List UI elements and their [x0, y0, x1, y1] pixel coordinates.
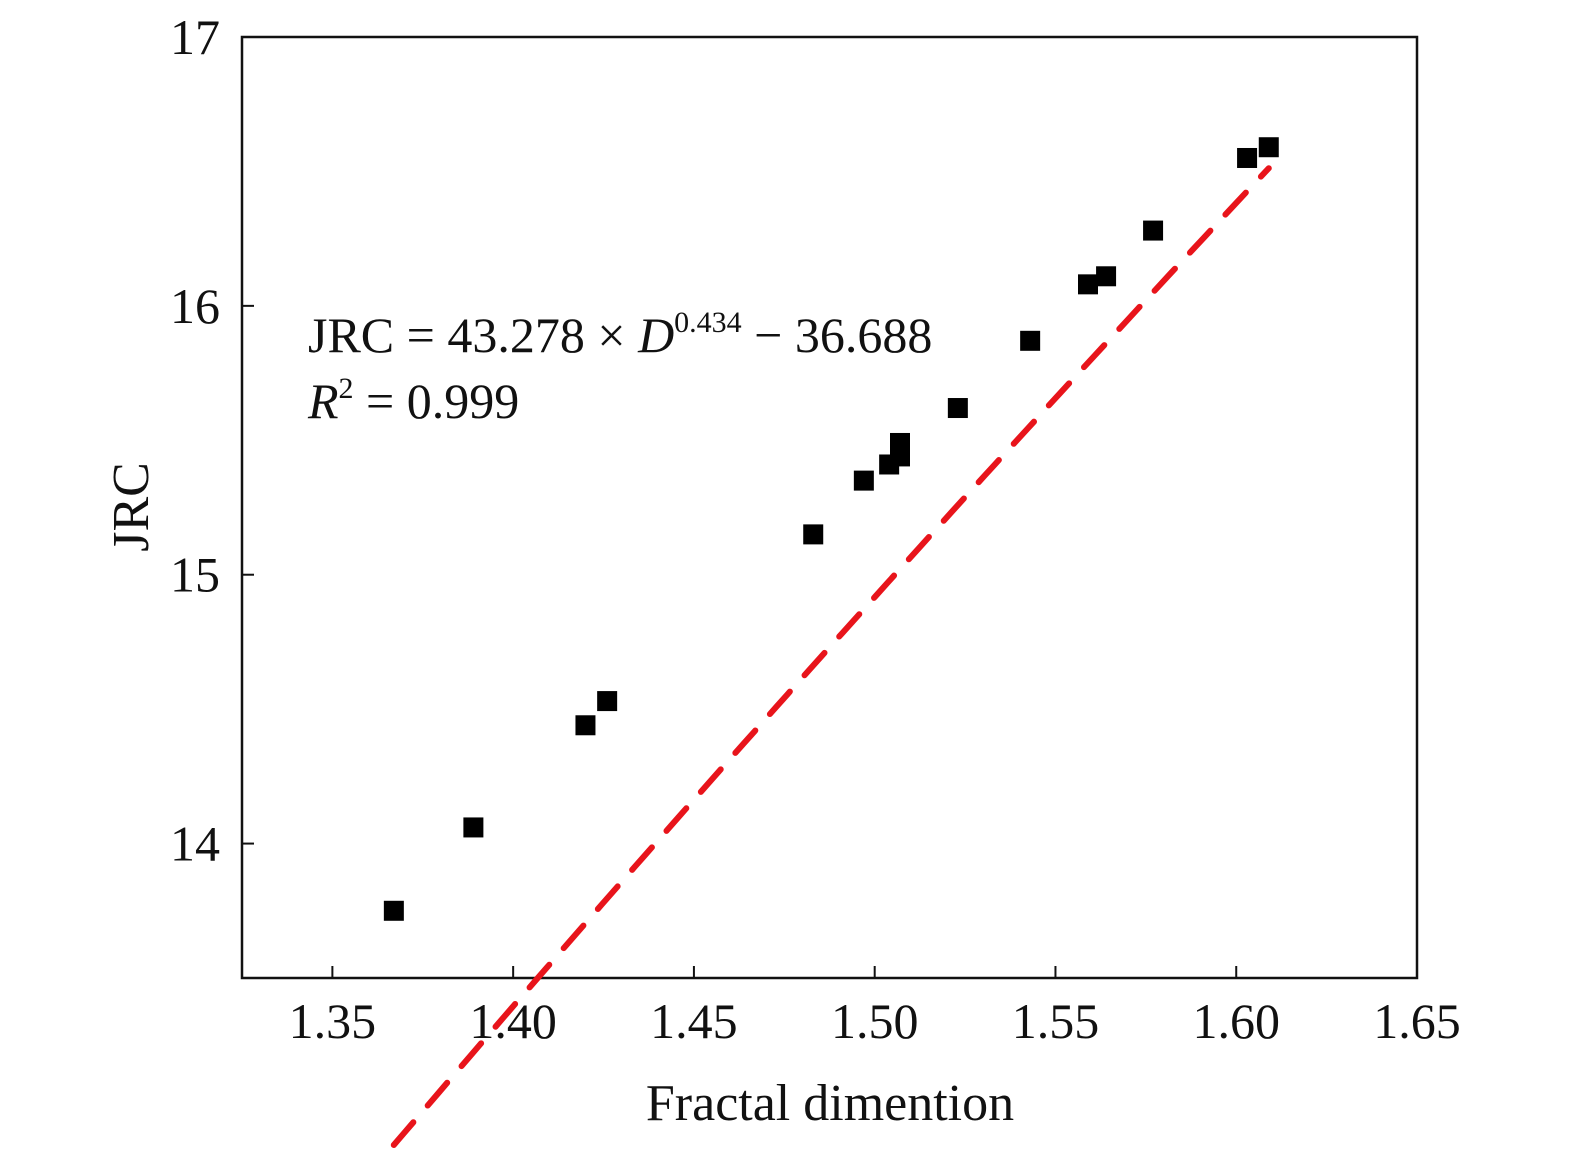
y-tick-label: 14 — [170, 816, 220, 872]
data-point — [383, 900, 404, 921]
data-point — [947, 398, 968, 419]
data-point — [575, 715, 596, 736]
x-tick-label: 1.55 — [1012, 993, 1100, 1049]
data-point — [1143, 220, 1164, 241]
plot-frame — [240, 35, 1419, 980]
equation-lhs: JRC = 43.278 × — [308, 307, 638, 363]
r2-exponent: 2 — [339, 372, 354, 405]
data-point — [1020, 330, 1041, 351]
equation-rhs: − 36.688 — [742, 307, 933, 363]
x-tick-label: 1.60 — [1192, 993, 1280, 1049]
x-axis-title: Fractal dimention — [646, 1075, 1014, 1132]
x-tick-label: 1.35 — [289, 993, 377, 1049]
x-tick-label: 1.45 — [650, 993, 738, 1049]
points-layer — [383, 137, 1279, 921]
r2-variable: R — [307, 373, 339, 429]
data-point — [1078, 274, 1098, 295]
y-tick-label: 16 — [170, 278, 220, 334]
r-squared: R2 = 0.999 — [307, 372, 519, 429]
data-point — [597, 691, 618, 712]
data-point — [803, 524, 824, 545]
data-point — [1237, 147, 1258, 168]
equation-variable: D — [637, 307, 674, 363]
fit-line — [390, 165, 1272, 1148]
ticks-layer: 1.35 1.40 1.45 1.50 1.55 1.60 1.65 14 15 16 17 — [170, 9, 1461, 1049]
y-axis-title: JRC — [103, 462, 160, 552]
data-point — [890, 432, 910, 453]
y-tick-label: 15 — [170, 547, 220, 603]
r2-value: = 0.999 — [354, 373, 520, 429]
data-point — [853, 470, 874, 491]
fit-equation: JRC = 43.278 × D0.434 − 36.688 — [308, 306, 932, 363]
data-point — [1258, 137, 1279, 158]
y-tick-label: 17 — [170, 9, 220, 65]
x-tick-label: 1.65 — [1373, 993, 1461, 1049]
data-point — [1096, 266, 1117, 287]
x-tick-label: 1.50 — [831, 993, 919, 1049]
x-tick-label: 1.40 — [469, 993, 557, 1049]
equation-exponent: 0.434 — [674, 306, 742, 339]
data-point — [463, 817, 484, 838]
fit-line-layer — [390, 165, 1272, 1148]
